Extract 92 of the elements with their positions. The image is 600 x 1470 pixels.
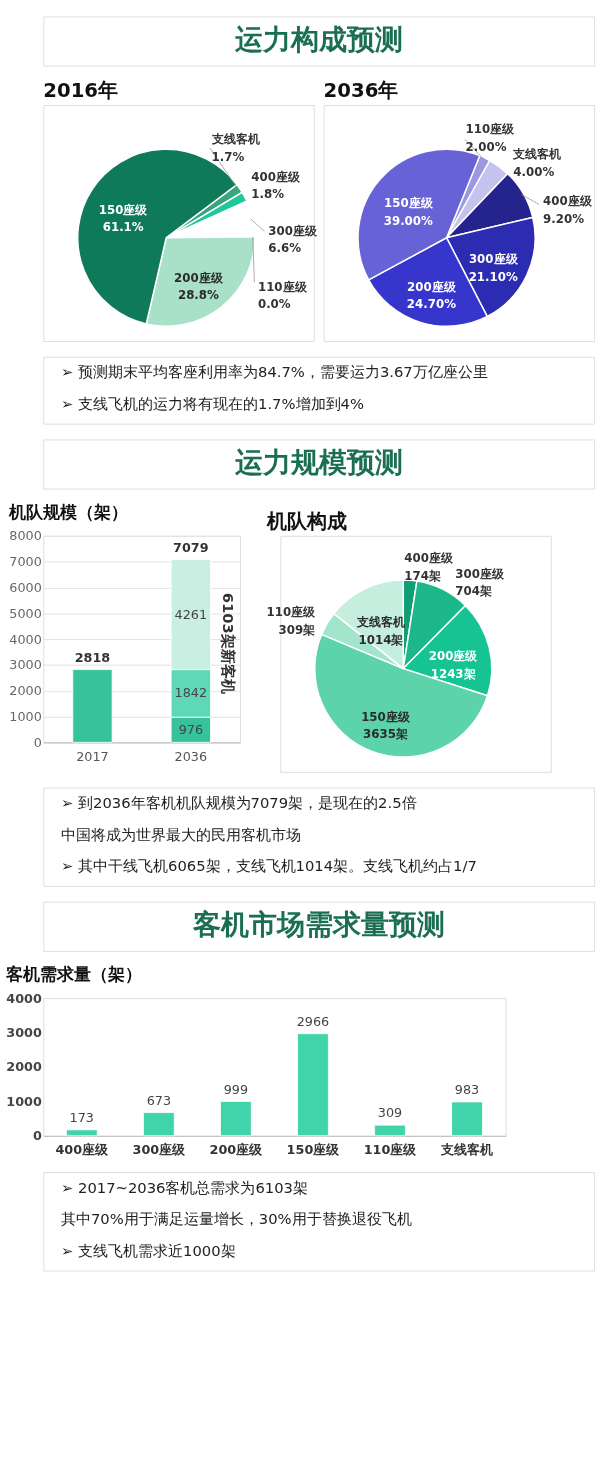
data-label: 173	[69, 1109, 94, 1125]
data-label: 999	[223, 1081, 249, 1097]
text: 其中70%用于满足运量增长，30%用于替换退役飞机	[60, 1210, 412, 1228]
bar	[451, 1101, 483, 1137]
data-label: 976	[178, 721, 204, 737]
data-label: 1014架	[358, 632, 404, 647]
chart-title: 2016年	[43, 79, 118, 103]
y-tick-label: 8000	[9, 528, 42, 544]
slice-label: 300座级	[468, 252, 519, 267]
annotation: 6103架新客机	[220, 592, 238, 694]
y-tick-label: 1000	[9, 708, 42, 724]
slice-label: 支线客机	[210, 131, 260, 146]
text: 运力构成预测	[233, 22, 403, 55]
category-label: 110座级	[257, 279, 307, 294]
x-tick-label: 400座级	[55, 1141, 110, 1157]
data-label: 4.00%	[513, 164, 555, 179]
y-tick-label: 2000	[9, 683, 42, 699]
y-tick-label: 1000	[6, 1093, 42, 1109]
data-label: 6.6%	[268, 241, 302, 256]
y-tick-label: 3000	[9, 657, 42, 673]
chart-title: 机队规模（架）	[7, 502, 128, 523]
slice-label: 400座级	[543, 194, 593, 209]
data-label: 1243架	[430, 667, 476, 682]
bar	[72, 669, 113, 743]
text: 0.0%	[257, 297, 291, 312]
x-tick-label: 2036	[174, 748, 208, 764]
bar	[297, 1033, 329, 1137]
y-tick-label: 6000	[9, 579, 42, 595]
x-tick-label: 300座级	[132, 1141, 187, 1157]
data-label: 1842	[174, 685, 208, 701]
slice-label: 400座级	[404, 551, 454, 566]
data-label: 3635架	[363, 727, 408, 742]
slice-label: 200座级	[174, 270, 224, 285]
data-label: 704架	[455, 584, 492, 599]
chart-title: 2036年	[323, 79, 399, 103]
data-label: 673	[146, 1092, 172, 1108]
data-label: 28.8%	[177, 288, 220, 303]
y-tick-label: 4000	[9, 631, 42, 647]
slice-label: 150座级	[383, 196, 434, 211]
x-tick-label: 150座级	[286, 1141, 341, 1157]
slice-label: 150座级	[98, 202, 149, 217]
data-label: 4261	[174, 606, 208, 622]
slice-label: 300座级	[268, 223, 318, 238]
text: ➢ 其中干线飞机6065架，支线飞机1014架。支线飞机约占1/7	[60, 857, 477, 875]
slice-label: 支线客机	[512, 147, 562, 162]
data-label: 2966	[296, 1013, 330, 1029]
text: 客机市场需求量预测	[191, 908, 445, 941]
text: 运力规模预测	[233, 445, 403, 478]
data-label: 309架	[278, 623, 316, 638]
text: ➢ 2017~2036客机总需求为6103架	[60, 1178, 309, 1196]
bar	[374, 1124, 406, 1137]
total-label: 2818	[74, 649, 111, 665]
chart-title: 客机需求量（架）	[4, 964, 142, 985]
data-label: 983	[454, 1082, 480, 1098]
y-tick-label: 2000	[6, 1059, 42, 1075]
data-label: 39.00%	[383, 214, 434, 229]
text: ➢ 到2036年客机机队规模为7079架，是现在的2.5倍	[60, 794, 417, 812]
text: ➢ 预测期末平均客座利用率为84.7%，需要运力3.67万亿座公里	[60, 363, 488, 381]
bar	[65, 1129, 98, 1137]
data-label: 1.8%	[251, 187, 285, 202]
y-tick-label: 7000	[9, 554, 42, 570]
data-label: 1.7%	[211, 149, 245, 164]
x-tick-label: 200座级	[209, 1141, 264, 1157]
x-tick-label: 2017	[76, 748, 109, 764]
bar	[143, 1112, 175, 1137]
y-tick-label: 3000	[6, 1024, 42, 1040]
x-tick-label: 支线客机	[440, 1141, 494, 1157]
slice-label: 110座级	[266, 605, 317, 620]
data-label: 2.00%	[465, 140, 507, 155]
bar	[220, 1101, 252, 1137]
text: 中国将成为世界最大的民用客机市场	[60, 825, 301, 843]
slice-label: 200座级	[407, 279, 457, 294]
y-tick-label: 5000	[9, 605, 42, 621]
data-label: 21.10%	[468, 269, 518, 284]
data-label: 174架	[404, 569, 441, 584]
y-tick-label: 4000	[6, 990, 42, 1006]
slice-label: 110座级	[465, 122, 516, 137]
data-label: 61.1%	[102, 220, 144, 235]
y-tick-label: 0	[32, 1128, 42, 1144]
chart-title: 机队构成	[265, 509, 347, 533]
y-tick-label: 0	[33, 734, 42, 750]
x-tick-label: 110座级	[363, 1141, 418, 1157]
data-label: 9.20%	[543, 212, 585, 227]
slice-label: 150座级	[361, 709, 411, 724]
total-label: 7079	[173, 539, 209, 555]
text: ➢ 支线飞机的运力将有现在的1.7%增加到4%	[60, 394, 364, 412]
data-label: 24.70%	[406, 297, 457, 312]
text: ➢ 支线飞机需求近1000架	[60, 1241, 236, 1259]
data-label: 309	[377, 1105, 403, 1121]
slice-label: 300座级	[455, 566, 505, 581]
slice-label: 400座级	[251, 169, 301, 184]
slice-label: 200座级	[428, 649, 479, 664]
